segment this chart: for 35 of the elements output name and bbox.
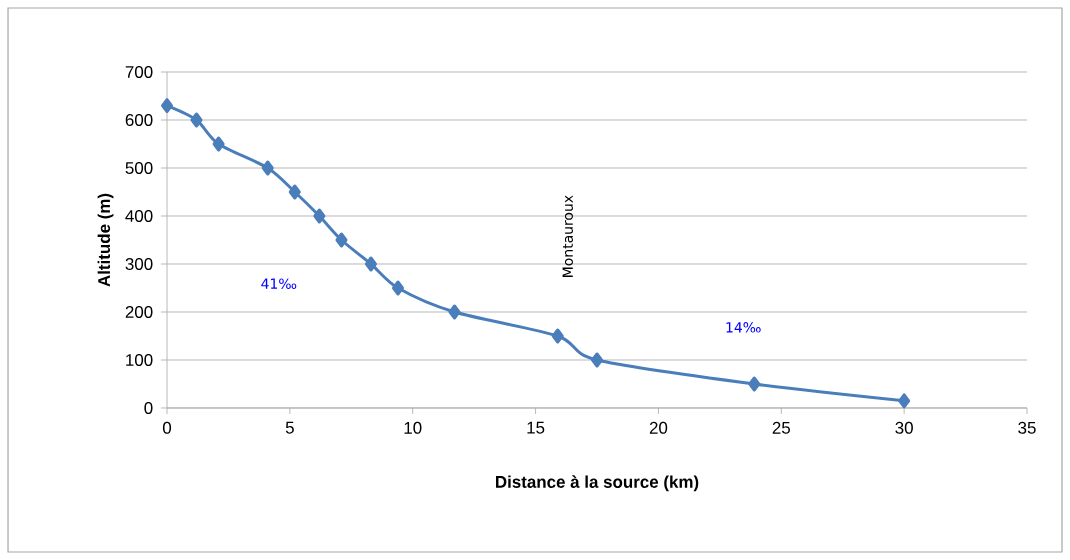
y-tick-label: 300	[125, 257, 153, 270]
x-tick-label: 15	[527, 421, 545, 434]
point	[391, 280, 404, 296]
x-tick-label: 5	[285, 421, 294, 434]
x-tick-label: 35	[1018, 421, 1036, 434]
point	[212, 136, 225, 152]
point	[898, 393, 911, 409]
point	[748, 376, 761, 392]
point	[551, 328, 564, 344]
point	[161, 98, 174, 114]
x-tick-label: 25	[772, 421, 790, 434]
point	[261, 160, 274, 176]
y-tick-label: 700	[125, 65, 153, 78]
x-axis-title: Distance à la source (km)	[496, 475, 699, 492]
point	[335, 232, 348, 248]
point	[288, 184, 301, 200]
annotation: 41‰	[261, 278, 297, 289]
y-tick-label: 400	[125, 209, 153, 222]
y-tick-label: 100	[126, 353, 153, 366]
point	[591, 352, 604, 368]
x-tick-label: 20	[649, 421, 668, 434]
y-tick-label: 500	[125, 161, 153, 174]
point	[313, 208, 326, 224]
y-tick-label: 0	[144, 401, 153, 414]
point	[448, 304, 461, 320]
y-axis-title: Altitude (m)	[97, 193, 114, 287]
point	[190, 112, 203, 128]
y-tick-label: 200	[125, 305, 153, 318]
x-tick-label: 0	[162, 421, 172, 434]
y-tick-label: 600	[125, 113, 153, 126]
annotation: Montauroux	[562, 195, 573, 277]
x-tick-label: 10	[404, 421, 422, 434]
annotation: 14‰	[726, 322, 761, 333]
point	[364, 256, 377, 272]
x-tick-label: 30	[895, 421, 913, 434]
